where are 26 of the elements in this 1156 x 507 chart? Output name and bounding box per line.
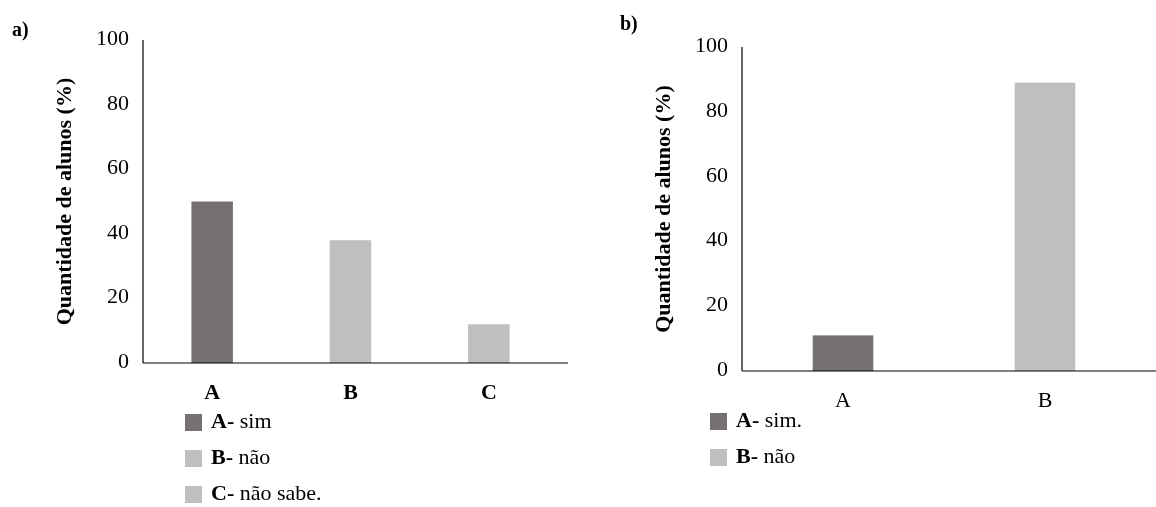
y-tick-label: 100 xyxy=(695,32,728,58)
y-tick-label: 100 xyxy=(96,25,129,51)
legend-label: C- não sabe. xyxy=(211,480,322,506)
y-tick-label: 20 xyxy=(706,291,728,317)
x-tick-label: A xyxy=(204,379,221,405)
legend-label: A- sim xyxy=(211,408,272,434)
y-tick-label: 80 xyxy=(706,96,728,122)
y-axis-title: Quantidade de alunos (%) xyxy=(51,77,77,326)
chart-title: a) xyxy=(12,18,29,41)
y-tick-label: 40 xyxy=(107,218,129,244)
y-tick-label: 60 xyxy=(706,161,728,187)
x-tick-label: B xyxy=(1037,387,1053,413)
x-tick-label: B xyxy=(343,379,359,405)
y-tick-label: 0 xyxy=(118,348,129,374)
x-tick-label: A xyxy=(835,387,852,413)
y-axis-title: Quantidade de alunos (%) xyxy=(650,85,676,333)
y-tick-label: 60 xyxy=(107,154,129,180)
y-tick-label: 0 xyxy=(717,356,728,382)
legend-label: B- não xyxy=(211,444,271,470)
y-tick-label: 40 xyxy=(706,226,728,252)
legend-label: B- não xyxy=(736,443,796,469)
x-tick-label: C xyxy=(480,379,497,405)
legend-label: A- sim. xyxy=(736,407,803,433)
y-tick-label: 80 xyxy=(107,89,129,115)
chart-title: b) xyxy=(620,12,638,35)
y-tick-label: 20 xyxy=(107,283,129,309)
